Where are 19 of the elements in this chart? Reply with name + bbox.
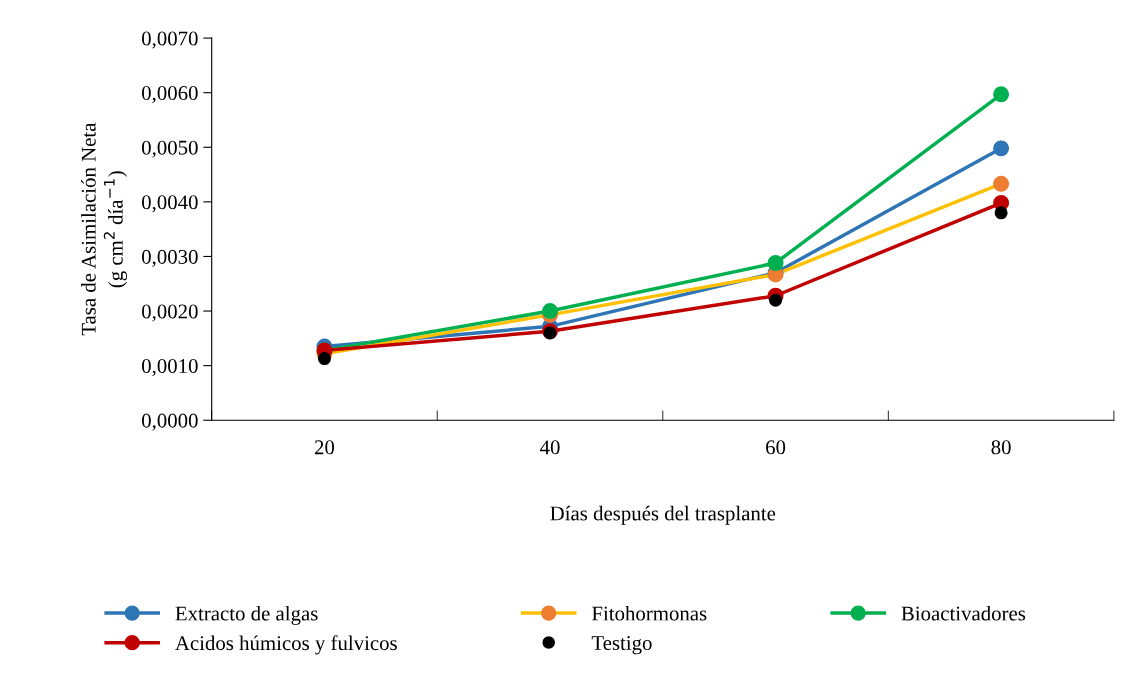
x-tick-label: 40	[540, 440, 560, 455]
y-tick-label: 0,0040	[141, 195, 198, 213]
x-tick-label: 60	[766, 440, 786, 455]
y-tick-label: 0,0050	[141, 140, 198, 158]
y-tick-label: 0,0000	[141, 413, 198, 431]
x-axis-title: Días después del trasplante	[550, 505, 776, 525]
y-tick-label: 0,0060	[141, 86, 198, 104]
legend-label: Bioactivadores	[901, 605, 1026, 621]
legend-label: Fitohormonas	[592, 605, 707, 621]
y-tick-label: 0,0020	[141, 304, 198, 322]
legend-label: Extracto de algas	[175, 605, 318, 625]
x-tick-label: 80	[991, 440, 1011, 455]
y-tick-label: 0,0010	[141, 359, 198, 377]
legend-label: Acidos húmicos y fulvicos	[175, 635, 397, 655]
y-axis-title: Tasa de Asimilación Neta (g cm$^{2}$ día$^{−1}$)	[81, 122, 128, 336]
y-tick-label: 0,0070	[141, 31, 198, 49]
legend-label: Testigo	[591, 636, 652, 655]
y-tick-label: 0,0030	[141, 249, 198, 267]
x-tick-label: 20	[314, 440, 335, 455]
